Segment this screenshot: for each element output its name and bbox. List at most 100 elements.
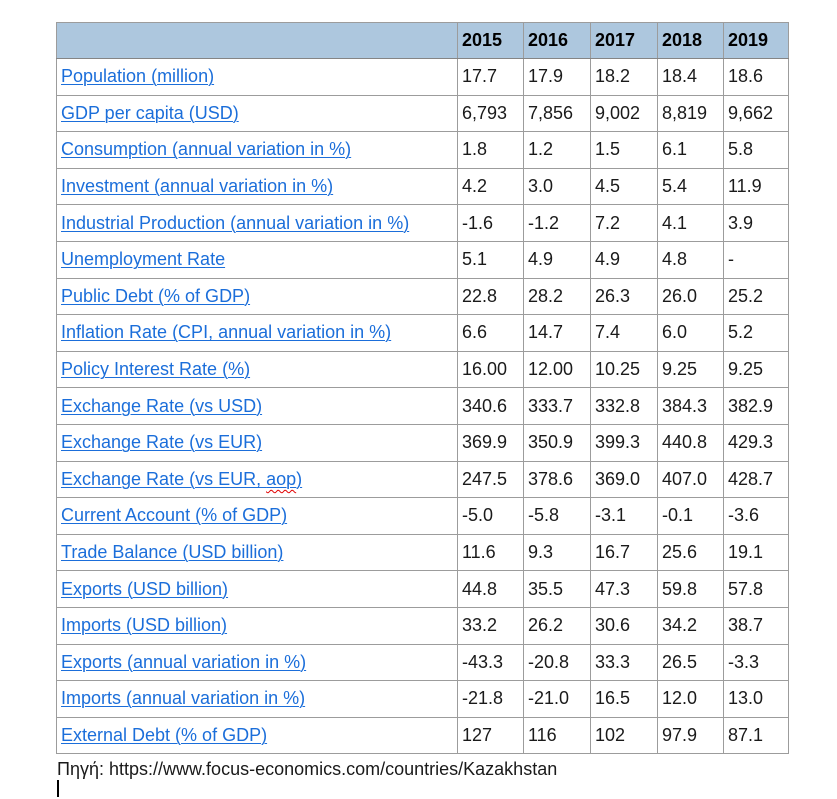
value-cell: 18.2 [590,58,658,96]
row-label-cell: Exchange Rate (vs USD) [56,387,458,425]
row-label-cell: Population (million) [56,58,458,96]
indicator-link[interactable]: Industrial Production (annual variation … [61,212,410,233]
header-spacer-cell [56,22,458,59]
indicator-link[interactable]: Exchange Rate (vs EUR, aop) [61,468,303,489]
table-row: Policy Interest Rate (%) 16.00 12.00 10.25 9… [56,350,789,389]
indicator-link[interactable]: Trade Balance (USD billion) [61,542,284,563]
value-cell: 11.6 [457,533,524,572]
value-cell: 13.0 [723,680,789,718]
value-cell: 5.2 [723,314,789,352]
value-cell: 5.8 [723,131,789,169]
value-cell: 12.00 [523,350,591,389]
value-cell: 16.5 [590,680,658,718]
year-header-2016: 2016 [523,22,591,59]
year-header-2018: 2018 [657,22,724,59]
value-cell: -5.0 [457,497,524,535]
value-cell: 3.9 [723,204,789,242]
table-row: Exchange Rate (vs EUR, aop) 247.5 378.6 369… [56,460,789,499]
value-cell: 384.3 [657,387,724,425]
value-cell: 22.8 [457,277,524,316]
indicator-link[interactable]: Policy Interest Rate (%) [61,359,251,380]
indicator-link[interactable]: Imports (USD billion) [61,615,228,636]
value-cell: 4.8 [657,240,724,279]
value-cell: -1.6 [457,204,524,242]
indicator-link[interactable]: Unemployment Rate [61,249,226,270]
value-cell: 6,793 [457,94,524,133]
table-row: Exchange Rate (vs USD) 340.6 333.7 332.8 384… [56,387,789,425]
value-cell: 440.8 [657,423,724,462]
value-cell: 33.3 [590,643,658,682]
value-cell: -3.1 [590,497,658,535]
value-cell: 26.3 [590,277,658,316]
indicator-link[interactable]: Exchange Rate (vs EUR) [61,432,263,453]
table-row: Imports (USD billion) 33.2 26.2 30.6 34.2 38.… [56,606,789,645]
indicator-link[interactable]: Current Account (% of GDP) [61,505,288,526]
value-cell: 1.5 [590,131,658,169]
value-cell: 25.6 [657,533,724,572]
text-cursor [57,780,59,797]
value-cell: 7.4 [590,314,658,352]
row-label-cell: Imports (USD billion) [56,606,458,645]
table-header-row: 2015 2016 2017 2018 2019 [56,22,789,59]
indicator-link[interactable]: Exchange Rate (vs USD) [61,395,263,416]
table-row: Exchange Rate (vs EUR) 369.9 350.9 399.3 440… [56,423,789,462]
row-label-cell: Industrial Production (annual variation … [56,204,458,242]
row-label-cell: Inflation Rate (CPI, annual variation in… [56,314,458,352]
value-cell: 26.2 [523,606,591,645]
table-row: Current Account (% of GDP) -5.0 -5.8 -3.1 -0… [56,497,789,535]
table-row: External Debt (% of GDP) 127 116 102 97.9 87.… [56,716,789,755]
indicator-link[interactable]: Exports (USD billion) [61,578,229,599]
indicator-link[interactable]: Imports (annual variation in %) [61,688,306,709]
value-cell: 97.9 [657,716,724,755]
row-label-cell: Unemployment Rate [56,240,458,279]
table-row: Inflation Rate (CPI, annual variation in… [56,314,789,352]
value-cell: 9,002 [590,94,658,133]
value-cell: 5.4 [657,167,724,206]
indicator-link[interactable]: Public Debt (% of GDP) [61,285,251,306]
value-cell: 6.0 [657,314,724,352]
table-row: GDP per capita (USD) 6,793 7,856 9,002 8,819… [56,94,789,133]
row-label-cell: Consumption (annual variation in %) [56,131,458,169]
indicator-link[interactable]: GDP per capita (USD) [61,102,239,123]
value-cell: 28.2 [523,277,591,316]
row-label-cell: Exports (USD billion) [56,570,458,608]
value-cell: -5.8 [523,497,591,535]
row-label-cell: Imports (annual variation in %) [56,680,458,718]
value-cell: 332.8 [590,387,658,425]
row-label-cell: Trade Balance (USD billion) [56,533,458,572]
value-cell: -3.3 [723,643,789,682]
indicator-link[interactable]: Consumption (annual variation in %) [61,139,352,160]
indicator-link[interactable]: Exports (annual variation in %) [61,651,307,672]
value-cell: 14.7 [523,314,591,352]
row-label-cell: Exchange Rate (vs EUR, aop) [56,460,458,499]
value-cell: 6.1 [657,131,724,169]
value-cell: 9,662 [723,94,789,133]
indicator-link[interactable]: External Debt (% of GDP) [61,724,268,745]
value-cell: 11.9 [723,167,789,206]
value-cell: 35.5 [523,570,591,608]
value-cell: 4.9 [590,240,658,279]
value-cell: 47.3 [590,570,658,608]
value-cell: 87.1 [723,716,789,755]
table-row: Population (million) 17.7 17.9 18.2 18.4 18.6 [56,58,789,96]
indicator-link[interactable]: Inflation Rate (CPI, annual variation in… [61,322,392,343]
value-cell: 44.8 [457,570,524,608]
value-cell: 17.9 [523,58,591,96]
indicator-link[interactable]: Investment (annual variation in %) [61,176,334,197]
value-cell: 1.8 [457,131,524,169]
value-cell: 18.6 [723,58,789,96]
table-row: Imports (annual variation in %) -21.8 -21.… [56,680,789,718]
table-row: Investment (annual variation in %) 4.2 3.0… [56,167,789,206]
value-cell: -43.3 [457,643,524,682]
indicator-link[interactable]: Population (million) [61,66,215,87]
value-cell: 17.7 [457,58,524,96]
value-cell: -3.6 [723,497,789,535]
row-label-cell: Investment (annual variation in %) [56,167,458,206]
value-cell: 6.6 [457,314,524,352]
value-cell: 4.9 [523,240,591,279]
value-cell: 4.1 [657,204,724,242]
value-cell: -21.8 [457,680,524,718]
row-label-cell: Exchange Rate (vs EUR) [56,423,458,462]
misspelled-word: aop [266,468,297,489]
value-cell: 340.6 [457,387,524,425]
